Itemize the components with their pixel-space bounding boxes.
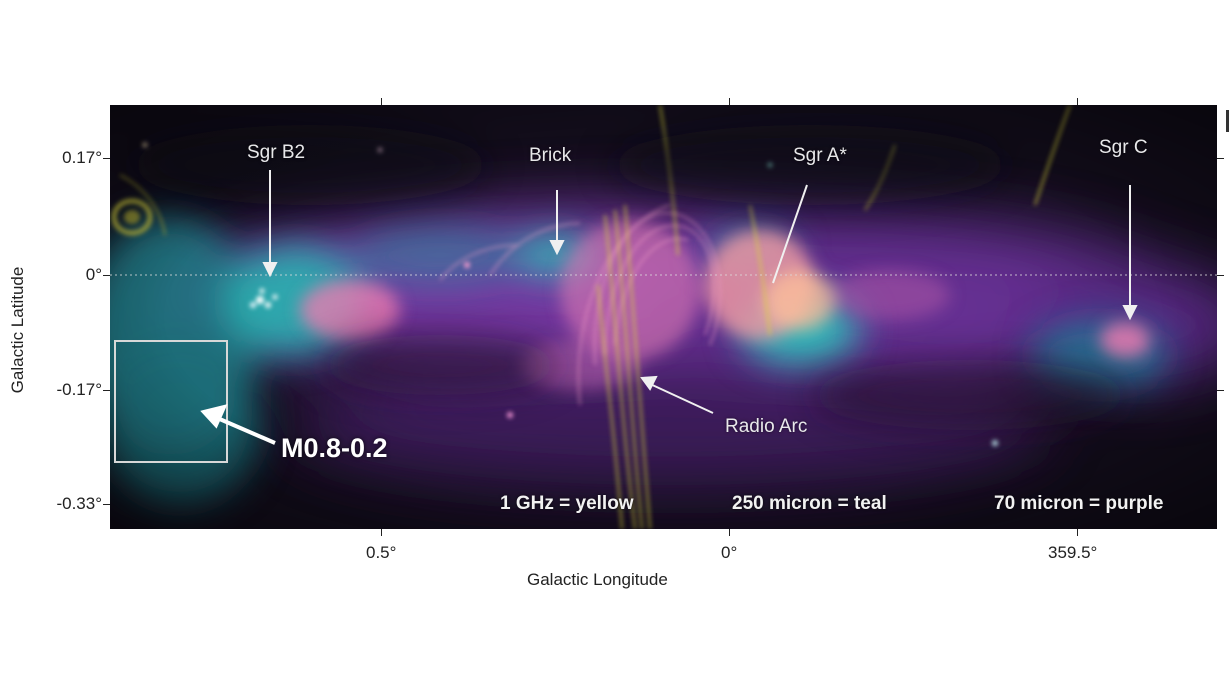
- sgr-c-label: Sgr C: [1099, 137, 1148, 158]
- y-tick-left: [103, 158, 110, 159]
- m08-arrow-head: [200, 404, 228, 429]
- x-tick-top: [1077, 98, 1078, 105]
- y-tick-right: [1217, 275, 1224, 276]
- y-axis-title: Galactic Latitude: [8, 266, 27, 394]
- m08-highlight-box: [114, 340, 228, 463]
- x-tick-label: 359.5°: [1048, 543, 1098, 562]
- legend-teal: 250 micron = teal: [732, 493, 887, 514]
- sgr-b2-arrow-head: [262, 262, 278, 278]
- y-tick-left: [103, 275, 110, 276]
- y-tick-label: 0°: [85, 265, 102, 284]
- y-tick-left: [103, 504, 110, 505]
- radio-arc-label: Radio Arc: [725, 416, 808, 437]
- y-tick-left: [103, 390, 110, 391]
- sgr-c-arrow-head: [1122, 305, 1138, 321]
- y-tick-right: [1217, 390, 1224, 391]
- m08-label: M0.8-0.2: [281, 433, 388, 463]
- x-axis-title: Galactic Longitude: [527, 570, 668, 589]
- m08-arrow: [214, 415, 276, 445]
- x-tick-top: [729, 98, 730, 105]
- brick-arrow-head: [549, 240, 565, 256]
- sgr-a-label: Sgr A*: [793, 145, 847, 166]
- galactic-center-image: Sgr B2 Brick Sgr A* Sgr C Radio Arc M0.8…: [110, 105, 1217, 529]
- x-tick-label: 0.5°: [366, 543, 397, 562]
- edge-mark: [1226, 110, 1229, 132]
- y-tick-label: -0.33°: [56, 494, 102, 513]
- x-tick-bottom: [1077, 529, 1078, 536]
- y-tick-label: 0.17°: [62, 148, 102, 167]
- sgr-a-arrow: [772, 184, 808, 284]
- x-tick-bottom: [381, 529, 382, 536]
- nebula-composite: [110, 105, 1217, 529]
- y-tick-right: [1217, 158, 1224, 159]
- x-tick-label: 0°: [721, 543, 738, 562]
- sgr-b2-label: Sgr B2: [247, 142, 306, 163]
- y-tick-label: -0.17°: [56, 380, 102, 399]
- legend-yellow: 1 GHz = yellow: [500, 493, 634, 514]
- radio-arc-arrow: [647, 382, 714, 414]
- x-tick-top: [381, 98, 382, 105]
- x-tick-bottom: [729, 529, 730, 536]
- radio-arc-arrow-head: [640, 375, 658, 391]
- legend-purple: 70 micron = purple: [994, 493, 1164, 514]
- brick-label: Brick: [529, 145, 572, 166]
